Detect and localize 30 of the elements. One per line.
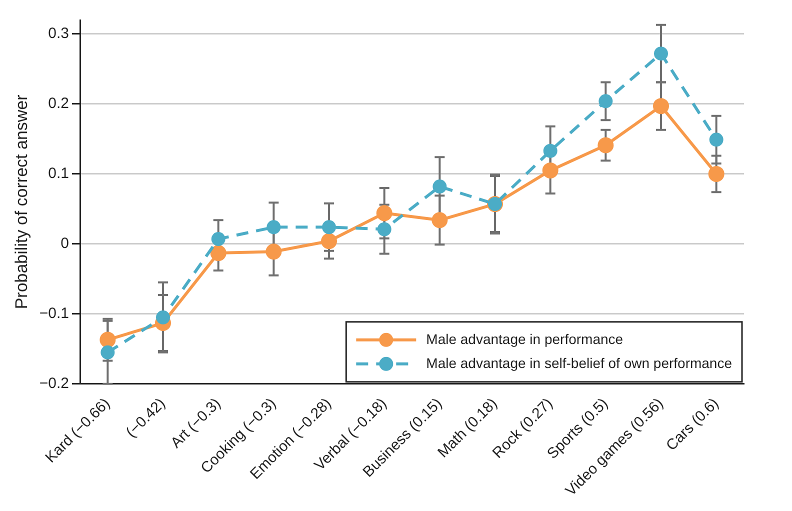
- point: [654, 46, 668, 61]
- point: [266, 244, 282, 260]
- y-tick-label: 0.3: [48, 25, 70, 42]
- legend-label: Male advantage in self-belief of own performance: [426, 354, 732, 371]
- point: [322, 220, 336, 234]
- point: [266, 220, 281, 234]
- point: [377, 222, 392, 236]
- point: [100, 345, 115, 360]
- y-tick-label: 0: [60, 235, 70, 252]
- point: [321, 233, 338, 250]
- y-tick-label: 0.1: [48, 165, 70, 182]
- legend-label: Male advantage in performance: [426, 330, 624, 347]
- point: [653, 98, 669, 114]
- point: [708, 166, 724, 182]
- point: [598, 137, 614, 154]
- point: [543, 144, 558, 158]
- y-axis-title: Probability of correct answer: [12, 94, 31, 310]
- y-tick-label: 0.2: [48, 95, 70, 112]
- y-tick-label: −0.1: [39, 305, 70, 322]
- point: [432, 180, 447, 194]
- point: [598, 94, 613, 108]
- point: [210, 245, 226, 262]
- point: [376, 205, 392, 222]
- point: [709, 132, 724, 147]
- point: [156, 310, 170, 324]
- y-tick-label: −0.2: [39, 375, 70, 392]
- point: [211, 232, 226, 246]
- point: [100, 332, 116, 348]
- point: [542, 162, 558, 178]
- point: [432, 212, 448, 228]
